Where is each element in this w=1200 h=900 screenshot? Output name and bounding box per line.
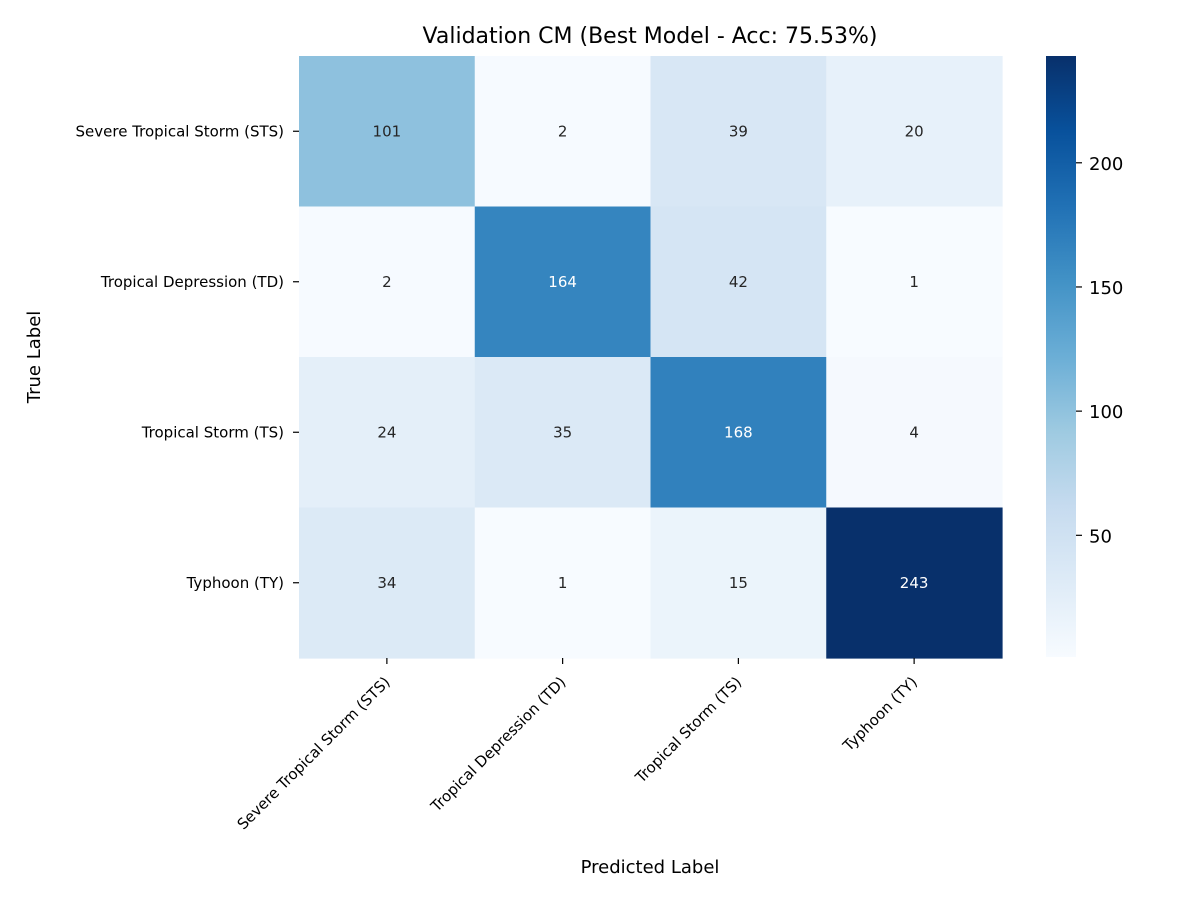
heatmap-cell-r3-c1 (474, 507, 652, 659)
heatmap-cell-r2-c1 (474, 357, 652, 509)
x-tick-label-2: Tropical Storm (TS) (631, 673, 745, 787)
heatmap-cell-r1-c2 (650, 206, 827, 358)
cell-value-r3-c3: 243 (900, 574, 929, 592)
cell-value-r3-c0: 34 (377, 574, 396, 592)
heatmap-cell-r1-c1 (474, 206, 652, 358)
cell-value-r0-c2: 39 (729, 122, 748, 140)
cell-value-r1-c0: 2 (382, 273, 392, 291)
colorbar: 50 100 150 200 (1046, 56, 1123, 657)
y-axis-title: True Label (24, 311, 45, 405)
chart-title: Validation CM (Best Model - Acc: 75.53%) (423, 24, 878, 49)
heatmap-cell-r3-c3 (826, 507, 1003, 659)
cell-value-r0-c3: 20 (905, 122, 924, 140)
cell-value-r2-c2: 168 (724, 423, 753, 441)
cell-value-r2-c1: 35 (553, 423, 572, 441)
cell-value-r3-c2: 15 (729, 574, 748, 592)
x-axis-ticks: Severe Tropical Storm (STS) Tropical Depr… (234, 658, 921, 833)
colorbar-tick-label-2: 150 (1089, 278, 1123, 299)
cell-value-r1-c3: 1 (909, 273, 919, 291)
colorbar-gradient (1046, 56, 1076, 657)
cell-value-r3-c1: 1 (558, 574, 568, 592)
heatmap-cell-r0-c2 (650, 56, 827, 208)
x-tick-label-3: Typhoon (TY) (839, 673, 921, 755)
heatmap-cell-r2-c2 (650, 357, 827, 509)
heatmap-cell-r0-c1 (474, 56, 652, 208)
heatmap-cell-r3-c2 (650, 507, 827, 659)
heatmap-cell-r3-c0 (299, 507, 476, 659)
cell-value-r0-c1: 2 (558, 122, 568, 140)
y-axis-ticks: Severe Tropical Storm (STS) Tropical Depr… (76, 122, 299, 592)
heatmap-cell-r2-c3 (826, 357, 1003, 509)
y-tick-label-2: Tropical Storm (TS) (141, 423, 284, 441)
x-tick-label-1: Tropical Depression (TD) (427, 673, 570, 816)
colorbar-tick-label-3: 200 (1089, 154, 1123, 175)
cell-value-r2-c3: 4 (909, 423, 919, 441)
y-tick-label-3: Typhoon (TY) (186, 574, 284, 592)
heatmap-cell-r2-c0 (299, 357, 476, 509)
heatmap-cell-r1-c0 (299, 206, 476, 358)
x-tick-label-0: Severe Tropical Storm (STS) (234, 673, 394, 833)
colorbar-tick-label-0: 50 (1089, 526, 1112, 547)
y-tick-label-1: Tropical Depression (TD) (100, 273, 284, 291)
cell-value-r2-c0: 24 (377, 423, 396, 441)
colorbar-tick-label-1: 100 (1089, 402, 1123, 423)
cell-value-r1-c1: 164 (548, 273, 577, 291)
cell-value-r0-c0: 101 (373, 122, 402, 140)
heatmap-cell-r0-c0 (299, 56, 476, 208)
heatmap-cell-r1-c3 (826, 206, 1003, 358)
y-tick-label-0: Severe Tropical Storm (STS) (76, 122, 285, 140)
x-axis-title: Predicted Label (581, 857, 720, 878)
heatmap-cells (299, 56, 1003, 659)
cell-value-r1-c2: 42 (729, 273, 748, 291)
cell-value-labels: 101 2 39 20 2 164 42 1 24 35 168 4 34 1 15 243 (373, 122, 929, 592)
heatmap-cell-r0-c3 (826, 56, 1003, 208)
